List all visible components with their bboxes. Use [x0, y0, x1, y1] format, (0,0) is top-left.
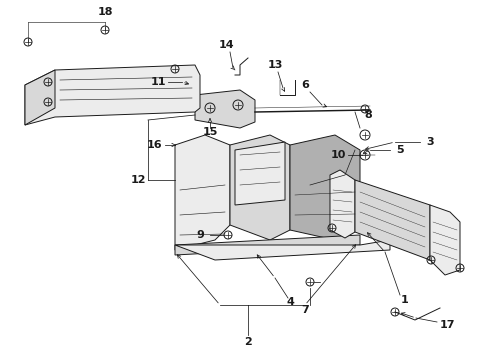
Polygon shape [329, 170, 354, 238]
Text: 4: 4 [285, 297, 293, 307]
Polygon shape [429, 205, 459, 275]
Text: 3: 3 [426, 137, 433, 147]
Polygon shape [175, 240, 389, 260]
Text: 9: 9 [196, 230, 203, 240]
Polygon shape [175, 235, 359, 255]
Polygon shape [25, 65, 200, 125]
Text: 11: 11 [150, 77, 165, 87]
Polygon shape [289, 135, 359, 240]
Text: 6: 6 [301, 80, 308, 90]
Text: 14: 14 [218, 40, 233, 50]
Polygon shape [229, 135, 289, 240]
Polygon shape [354, 180, 429, 260]
Text: 5: 5 [395, 145, 403, 155]
Text: 7: 7 [301, 305, 308, 315]
Polygon shape [175, 135, 229, 250]
Text: 16: 16 [147, 140, 163, 150]
Text: 18: 18 [97, 7, 113, 17]
Text: 12: 12 [130, 175, 145, 185]
Text: 15: 15 [202, 127, 217, 137]
Text: 2: 2 [244, 337, 251, 347]
Text: 17: 17 [438, 320, 454, 330]
Polygon shape [195, 90, 254, 128]
Text: 1: 1 [400, 295, 408, 305]
Text: 13: 13 [267, 60, 282, 70]
Polygon shape [235, 142, 285, 205]
Text: 8: 8 [364, 110, 371, 120]
Text: 10: 10 [329, 150, 345, 160]
Polygon shape [25, 70, 55, 125]
